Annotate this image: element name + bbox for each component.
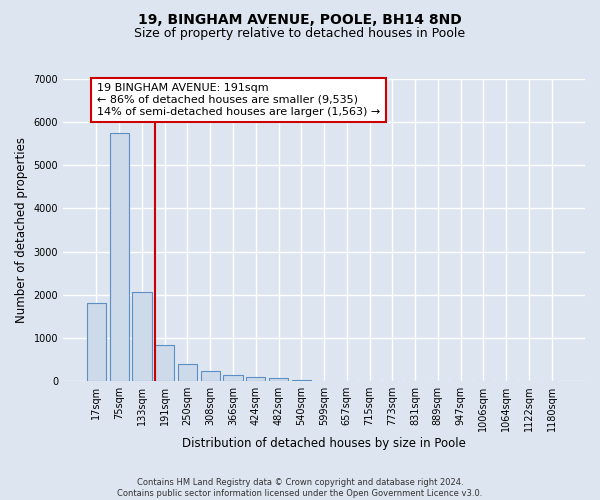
X-axis label: Distribution of detached houses by size in Poole: Distribution of detached houses by size … (182, 437, 466, 450)
Text: Contains HM Land Registry data © Crown copyright and database right 2024.
Contai: Contains HM Land Registry data © Crown c… (118, 478, 482, 498)
Text: 19, BINGHAM AVENUE, POOLE, BH14 8ND: 19, BINGHAM AVENUE, POOLE, BH14 8ND (138, 12, 462, 26)
Bar (246, 377, 265, 381)
Bar (292, 380, 311, 381)
Text: 19 BINGHAM AVENUE: 191sqm
← 86% of detached houses are smaller (9,535)
14% of se: 19 BINGHAM AVENUE: 191sqm ← 86% of detac… (97, 84, 380, 116)
Bar (269, 378, 288, 381)
Bar (178, 364, 197, 381)
Bar (200, 370, 220, 381)
Bar (155, 346, 175, 381)
Bar (87, 304, 106, 381)
Text: Size of property relative to detached houses in Poole: Size of property relative to detached ho… (134, 28, 466, 40)
Bar (132, 292, 152, 381)
Y-axis label: Number of detached properties: Number of detached properties (15, 137, 28, 323)
Bar (223, 376, 242, 381)
Bar (110, 133, 129, 381)
